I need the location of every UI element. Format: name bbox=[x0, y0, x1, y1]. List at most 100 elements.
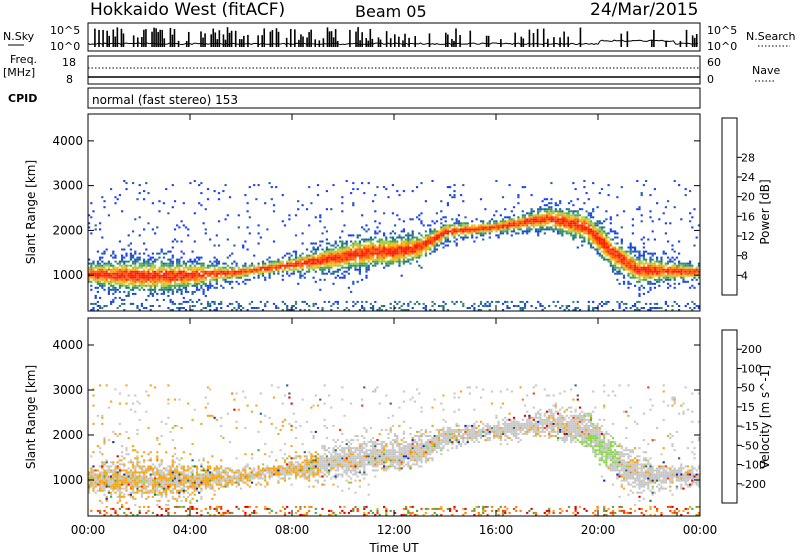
range-gate-cell bbox=[554, 226, 557, 229]
range-gate-cell bbox=[264, 270, 267, 273]
range-gate-cell bbox=[592, 309, 595, 312]
range-gate-cell bbox=[594, 236, 597, 239]
range-gate-cell bbox=[589, 212, 593, 215]
range-gate-cell bbox=[202, 481, 205, 484]
range-gate-cell bbox=[301, 204, 304, 207]
range-gate-cell bbox=[283, 254, 287, 257]
range-gate-cell bbox=[193, 282, 196, 285]
range-gate-cell bbox=[294, 234, 298, 237]
range-gate-cell bbox=[479, 228, 483, 231]
range-gate-cell bbox=[693, 302, 696, 305]
range-gate-cell bbox=[132, 268, 135, 271]
range-gate-cell bbox=[162, 479, 165, 482]
range-gate-cell bbox=[631, 272, 634, 275]
range-gate-cell bbox=[446, 238, 449, 241]
range-gate-cell bbox=[220, 479, 223, 482]
noise-bar bbox=[485, 35, 488, 47]
range-gate-cell bbox=[477, 230, 480, 233]
range-gate-cell bbox=[345, 307, 348, 310]
range-gate-cell bbox=[250, 270, 254, 273]
range-gate-cell bbox=[323, 250, 326, 253]
range-gate-cell bbox=[343, 270, 346, 273]
range-gate-cell bbox=[680, 272, 683, 275]
range-gate-cell bbox=[583, 224, 586, 227]
range-gate-cell bbox=[521, 216, 524, 219]
range-gate-cell bbox=[257, 270, 260, 273]
range-gate-cell bbox=[231, 270, 234, 273]
range-gate-cell bbox=[369, 262, 372, 265]
range-gate-cell bbox=[675, 270, 678, 273]
range-gate-cell bbox=[424, 248, 427, 251]
range-gate-cell bbox=[299, 258, 302, 261]
range-gate-cell bbox=[118, 477, 121, 480]
range-gate-cell bbox=[308, 266, 311, 269]
range-gate-cell bbox=[116, 481, 119, 484]
range-gate-cell bbox=[281, 300, 284, 303]
range-gate-cell bbox=[292, 266, 295, 269]
range-gate-cell bbox=[215, 475, 218, 478]
range-gate-cell bbox=[184, 479, 188, 482]
range-gate-cell bbox=[94, 475, 97, 478]
range-gate-cell bbox=[228, 511, 232, 514]
range-gate-cell bbox=[383, 212, 386, 215]
range-gate-cell bbox=[290, 260, 293, 263]
range-gate-cell bbox=[372, 256, 375, 259]
range-gate-cell bbox=[105, 459, 108, 462]
range-gate-cell bbox=[453, 224, 456, 227]
range-gate-cell bbox=[594, 230, 597, 233]
range-gate-cell bbox=[213, 264, 216, 267]
range-gate-cell bbox=[136, 258, 139, 261]
range-gate-cell bbox=[653, 266, 656, 269]
range-gate-cell bbox=[336, 260, 339, 263]
range-gate-cell bbox=[629, 307, 632, 310]
range-gate-cell bbox=[411, 242, 414, 245]
range-gate-cell bbox=[367, 250, 370, 253]
range-gate-cell bbox=[114, 483, 117, 486]
range-gate-cell bbox=[519, 218, 522, 221]
range-gate-cell bbox=[134, 274, 137, 277]
range-gate-cell bbox=[143, 475, 146, 478]
range-gate-cell bbox=[171, 268, 174, 271]
range-gate-cell bbox=[215, 258, 218, 261]
range-gate-cell bbox=[605, 234, 608, 237]
range-gate-cell bbox=[235, 274, 238, 277]
range-gate-cell bbox=[330, 264, 333, 267]
range-gate-cell bbox=[215, 505, 218, 508]
range-gate-cell bbox=[110, 491, 113, 494]
range-gate-cell bbox=[504, 224, 507, 227]
range-gate-cell bbox=[585, 226, 588, 229]
range-gate-cell bbox=[620, 240, 623, 243]
range-gate-cell bbox=[173, 481, 177, 484]
range-gate-cell bbox=[369, 256, 372, 259]
range-gate-cell bbox=[92, 485, 95, 488]
range-gate-cell bbox=[387, 254, 390, 257]
range-gate-cell bbox=[453, 240, 456, 243]
range-gate-cell bbox=[165, 188, 168, 191]
range-gate-cell bbox=[145, 270, 148, 273]
range-gate-cell bbox=[217, 471, 221, 474]
range-gate-cell bbox=[169, 268, 172, 271]
range-gate-cell bbox=[281, 256, 284, 259]
range-gate-cell bbox=[116, 514, 119, 517]
range-gate-cell bbox=[673, 276, 676, 279]
range-gate-cell bbox=[235, 276, 238, 279]
range-gate-cell bbox=[165, 286, 168, 289]
range-gate-cell bbox=[200, 270, 203, 273]
range-gate-cell bbox=[110, 481, 113, 484]
range-gate-cell bbox=[158, 288, 161, 291]
range-gate-cell bbox=[112, 430, 115, 433]
range-gate-cell bbox=[413, 244, 416, 247]
range-gate-cell bbox=[178, 483, 181, 486]
noise-bar bbox=[257, 35, 259, 47]
range-gate-cell bbox=[99, 481, 102, 484]
range-gate-cell bbox=[151, 228, 154, 231]
range-gate-cell bbox=[138, 489, 141, 492]
range-gate-cell bbox=[118, 475, 121, 478]
range-gate-cell bbox=[376, 258, 379, 261]
range-gate-cell bbox=[299, 262, 302, 265]
range-gate-cell bbox=[220, 473, 223, 476]
range-gate-cell bbox=[545, 198, 549, 201]
range-gate-cell bbox=[99, 270, 102, 273]
range-gate-cell bbox=[323, 258, 326, 261]
range-gate-cell bbox=[693, 307, 696, 310]
